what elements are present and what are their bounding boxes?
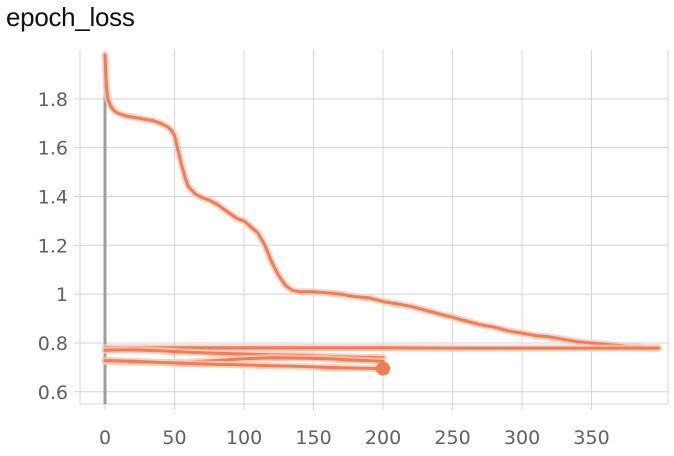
x-tick-label: 350 — [573, 427, 609, 449]
x-tick-label: 250 — [434, 427, 470, 449]
y-tick-label: 0.6 — [38, 382, 68, 404]
x-tick-label: 50 — [162, 427, 186, 449]
x-tick-label: 300 — [504, 427, 540, 449]
x-tick-label: 200 — [365, 427, 401, 449]
series-layer — [101, 51, 662, 376]
y-tick-labels: 0.6 0.8 1 1.2 1.4 1.6 1.8 — [38, 89, 68, 404]
y-tick-label: 1 — [56, 284, 68, 306]
series-end-marker — [376, 361, 391, 376]
y-tick-label: 1.8 — [38, 89, 68, 111]
plot-frame — [79, 50, 669, 405]
y-tick-label: 0.8 — [38, 333, 68, 355]
x-tick-label: 0 — [99, 427, 111, 449]
series-line-0 — [103, 53, 660, 350]
y-tick-label: 1.2 — [38, 235, 68, 257]
x-tick-labels: 0 50 100 150 200 250 300 350 — [99, 427, 610, 449]
x-tick-label: 150 — [295, 427, 331, 449]
y-tick-label: 1.4 — [38, 186, 68, 208]
series-line-4 — [103, 359, 385, 371]
y-tick-label: 1.6 — [38, 138, 68, 160]
chart-title: epoch_loss — [6, 2, 135, 32]
x-tick-label: 100 — [226, 427, 262, 449]
